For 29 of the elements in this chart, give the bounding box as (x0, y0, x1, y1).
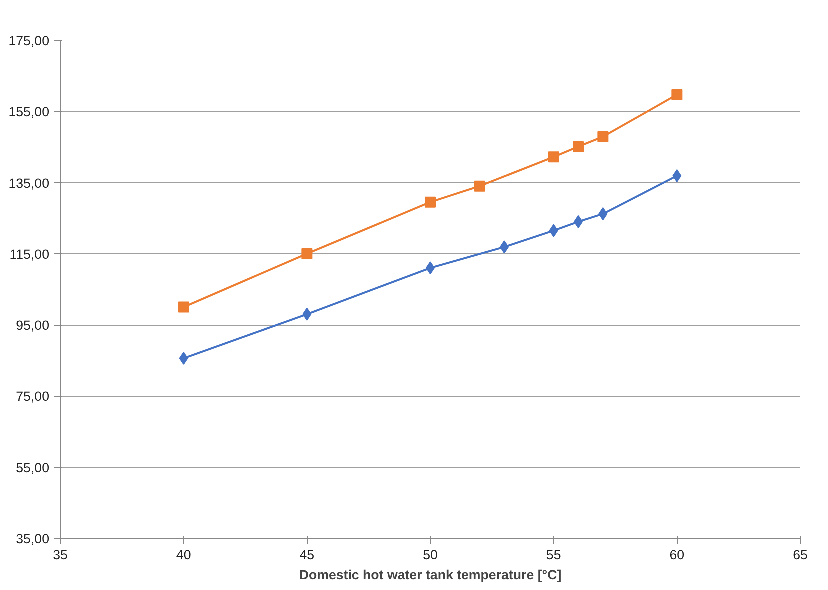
y-tick-label: 95,00 (16, 318, 50, 334)
point (179, 352, 188, 366)
point (672, 89, 683, 100)
x-tick-label: 35 (53, 548, 68, 562)
x-tick-label: 55 (546, 548, 562, 562)
x-tick-label: 50 (423, 548, 438, 562)
point (425, 196, 436, 208)
x-tick-label: 60 (670, 548, 685, 562)
x-tick-label: 45 (300, 548, 315, 562)
point (549, 224, 558, 238)
point (474, 180, 486, 192)
y-tick-label: 55,00 (16, 460, 50, 476)
point (302, 308, 312, 321)
point (178, 302, 190, 313)
x-tick-label: 40 (176, 548, 192, 562)
point (672, 170, 682, 183)
point (548, 152, 560, 163)
x-axis-title: Domestic hot water tank temperature [°C] (299, 568, 562, 582)
point (598, 208, 608, 221)
y-tick-label: 115,00 (10, 246, 50, 262)
x-tick-label: 65 (793, 548, 808, 562)
y-tick-label: 175,00 (8, 34, 50, 48)
y-tick-label: 75,00 (16, 389, 50, 404)
point (573, 141, 584, 152)
y-tick-label: 35,00 (16, 532, 50, 546)
point (598, 131, 609, 142)
y-tick-label: 135,00 (8, 176, 50, 191)
point (302, 248, 313, 260)
y-tick-label: 155,00 (8, 104, 50, 120)
